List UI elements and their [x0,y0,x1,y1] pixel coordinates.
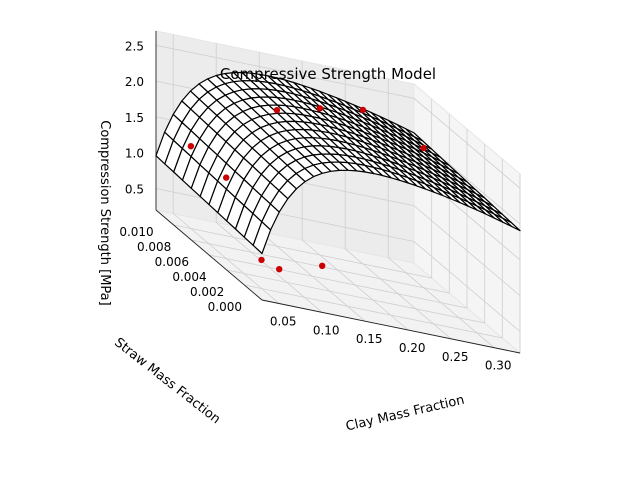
z-tick-label: 0.5 [125,183,144,197]
x-axis-label: Clay Mass Fraction [344,393,466,435]
y-tick-label: 0.010 [119,225,153,239]
x-tick-label: 0.05 [270,315,297,329]
surface-mesh [155,71,521,255]
y-axis-line [155,209,263,301]
x-tick-label: 0.25 [442,350,469,364]
data-point [258,256,265,264]
y-tick-label: 0.008 [137,240,171,254]
data-point [316,105,324,112]
chart-title: Compressive Strength Model [220,65,436,83]
data-point [319,262,326,269]
z-axis-label: Compression Strength [MPa] [97,120,112,305]
y-axis-label: Straw Mass Fraction [111,335,223,427]
y-tick-label: 0.002 [190,285,224,299]
data-point [420,144,427,152]
x-tick-label: 0.30 [485,359,512,373]
z-tick-label: 2.0 [125,75,144,89]
data-point [359,106,367,114]
y-tick-label: 0.006 [155,255,189,269]
z-grid-line [155,44,521,189]
data-point [273,107,281,114]
data-point [223,174,230,181]
surface-cell [252,221,272,255]
x-axis-line [261,299,521,354]
y-tick-label: 0.000 [208,300,242,314]
z-tick-label: 1.5 [125,111,144,125]
x-tick-label: 0.10 [313,323,340,337]
x-tick-label: 0.15 [356,332,383,346]
z-tick-label: 1.0 [125,147,144,161]
data-point [276,266,283,273]
data-point [187,143,195,150]
z-tick-label: 2.5 [125,39,144,53]
data-points [187,105,427,273]
y-tick-label: 0.004 [172,270,206,284]
x-tick-label: 0.20 [399,341,426,355]
tick-labels: 0.050.100.150.200.250.300.0000.0020.0040… [119,39,511,372]
